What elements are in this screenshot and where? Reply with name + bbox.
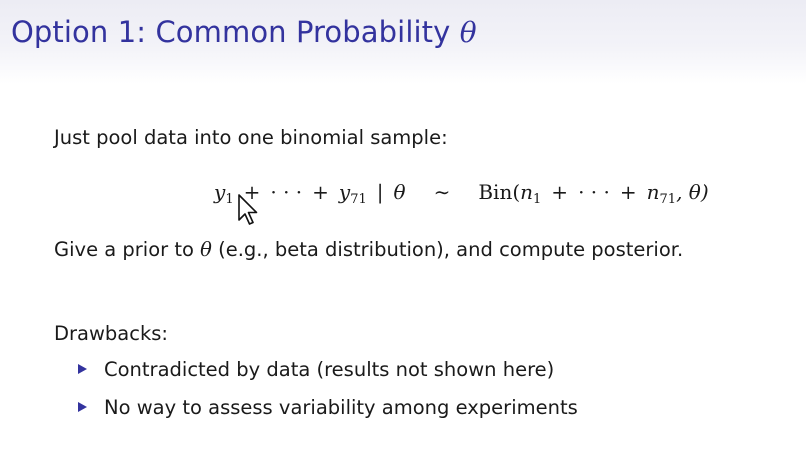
- slide-title-theta: θ: [459, 16, 477, 49]
- title-bar: Option 1: Common Probability θ: [0, 0, 806, 84]
- eq-y1: y1: [214, 180, 234, 207]
- eq-y71: y71: [338, 180, 367, 207]
- binomial-equation: y1 + · · · + y71 | θ ∼ Bin(n1 + · · · + n71, θ): [214, 180, 709, 207]
- eq-n1: n1: [520, 180, 542, 207]
- mouse-pointer-icon: [238, 194, 258, 225]
- eq-plus-4: +: [619, 180, 637, 204]
- intro-text: Just pool data into one binomial sample:: [54, 126, 448, 149]
- slide-title-text: Option 1: Common Probability: [11, 15, 451, 49]
- eq-plus-1: +: [243, 180, 261, 204]
- eq-plus-3: +: [551, 180, 569, 204]
- eq-n71: n71: [646, 180, 677, 207]
- eq-bin: Bin(: [478, 180, 521, 204]
- eq-given: |: [376, 180, 384, 204]
- triangle-bullet-icon: [78, 402, 87, 412]
- prior-theta: θ: [200, 238, 212, 261]
- eq-theta: θ: [393, 180, 406, 204]
- eq-plus-2: +: [312, 180, 329, 204]
- prior-text: Give a prior to θ (e.g., beta distributi…: [54, 238, 683, 261]
- slide-title: Option 1: Common Probability θ: [11, 15, 477, 49]
- drawback-item: No way to assess variability among exper…: [78, 396, 578, 434]
- eq-sim: ∼: [433, 180, 451, 204]
- drawbacks-list: Contradicted by data (results not shown …: [78, 358, 578, 434]
- drawback-item-text: Contradicted by data (results not shown …: [104, 358, 555, 381]
- eq-dots-2: · · ·: [578, 180, 610, 204]
- eq-comma-theta: , θ): [676, 180, 709, 204]
- drawback-item: Contradicted by data (results not shown …: [78, 358, 578, 396]
- drawbacks-heading: Drawbacks:: [54, 322, 169, 345]
- drawback-item-text: No way to assess variability among exper…: [104, 396, 578, 419]
- triangle-bullet-icon: [78, 364, 87, 374]
- eq-dots-1: · · ·: [270, 180, 303, 204]
- prior-text-before: Give a prior to: [54, 238, 194, 261]
- prior-text-after: (e.g., beta distribution), and compute p…: [218, 238, 684, 261]
